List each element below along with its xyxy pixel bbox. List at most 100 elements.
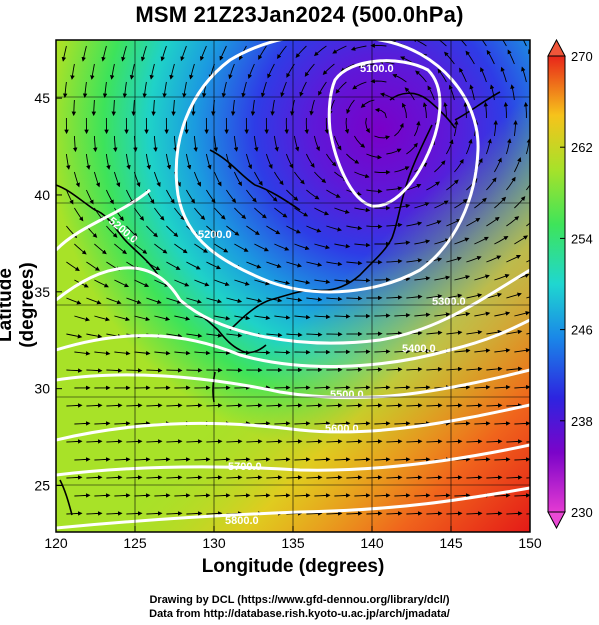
wind-arrow <box>507 49 515 65</box>
wind-arrow <box>326 475 343 480</box>
contour-label: 5600.0 <box>325 423 359 435</box>
x-tick-label: 120 <box>44 535 68 551</box>
wind-arrow <box>448 84 455 101</box>
wind-arrow <box>101 45 107 62</box>
wind-arrow <box>306 475 323 480</box>
wind-arrow <box>446 293 463 299</box>
wind-arrow <box>446 256 462 263</box>
wind-arrow <box>314 207 330 216</box>
wind-arrow <box>314 314 331 320</box>
contour-label: 5700.0 <box>228 461 262 473</box>
wind-arrow <box>186 333 203 338</box>
wind-arrow <box>386 222 403 228</box>
wind-arrow <box>166 189 175 204</box>
wind-arrow <box>443 101 448 119</box>
wind-arrow <box>94 279 109 288</box>
wind-arrow <box>346 260 363 266</box>
wind-arrow <box>94 457 111 462</box>
wind-arrow <box>354 278 371 283</box>
wind-arrow <box>219 45 227 61</box>
wind-arrow <box>394 349 411 354</box>
wind-arrow <box>214 315 231 321</box>
wind-arrow <box>386 475 403 480</box>
wind-arrow <box>293 135 300 152</box>
wind-arrow <box>503 101 509 118</box>
wind-arrow <box>394 313 411 318</box>
wind-arrow <box>299 81 307 97</box>
wind-arrow <box>304 117 309 135</box>
wind-arrow <box>253 135 259 152</box>
wind-arrow <box>266 261 282 268</box>
wind-arrow <box>86 403 103 408</box>
wind-arrow <box>74 351 91 356</box>
wind-arrow <box>394 122 404 137</box>
wind-arrow <box>506 292 522 299</box>
wind-arrow <box>326 439 343 444</box>
colorbar-tick-label: 238 <box>571 414 593 429</box>
wind-arrow <box>145 153 151 170</box>
wind-arrow <box>505 138 512 155</box>
wind-arrow <box>134 243 148 254</box>
wind-arrow <box>126 368 143 373</box>
wind-arrow <box>226 333 243 338</box>
wind-arrow <box>258 45 267 60</box>
wind-arrow <box>506 254 522 263</box>
x-tick-label: 130 <box>202 535 226 551</box>
wind-arrow <box>106 297 122 305</box>
wind-arrow <box>366 153 383 160</box>
wind-arrow <box>494 348 511 353</box>
wind-arrow <box>314 385 331 390</box>
wind-arrow <box>474 274 490 281</box>
wind-arrow <box>214 243 229 253</box>
wind-arrow <box>86 261 100 271</box>
wind-arrow <box>513 119 518 137</box>
wind-arrow <box>92 135 98 153</box>
wind-arrow <box>286 332 303 338</box>
map-title: MSM 21Z23Jan2024 (500.0hPa) <box>135 2 464 27</box>
wind-arrow <box>474 421 491 426</box>
wind-arrow <box>286 439 303 444</box>
wind-arrow <box>153 135 158 153</box>
wind-arrow <box>486 475 503 480</box>
colorbar: 270 262 254 246 238 230 <box>547 38 593 530</box>
wind-arrow <box>354 171 370 179</box>
wind-arrow <box>444 51 455 65</box>
wind-arrow <box>206 297 222 304</box>
wind-arrow <box>66 475 83 480</box>
wind-arrow <box>234 493 251 498</box>
wind-arrow <box>106 475 123 480</box>
wind-arrow <box>241 81 247 98</box>
wind-arrow <box>534 495 549 496</box>
wind-arrow <box>166 368 183 373</box>
wind-arrow <box>126 297 142 305</box>
wind-arrow <box>506 216 520 227</box>
wind-arrow <box>246 439 263 444</box>
wind-arrow <box>352 81 367 90</box>
wind-arrow <box>162 81 167 98</box>
wind-arrow <box>426 439 443 444</box>
wind-arrow <box>276 45 287 60</box>
wind-arrow <box>309 99 315 116</box>
wind-arrow <box>386 403 403 408</box>
wind-arrow <box>314 493 331 498</box>
gridlines <box>56 40 530 532</box>
wind-arrow <box>414 457 431 462</box>
wind-arrow <box>406 439 423 444</box>
colorbar-tick-label: 262 <box>571 140 593 155</box>
wind-arrow <box>494 157 502 173</box>
wind-arrow <box>402 102 407 119</box>
wind-arrow <box>370 78 387 84</box>
wind-arrow <box>71 99 77 117</box>
wind-arrow <box>526 259 530 263</box>
wind-arrow <box>214 493 231 498</box>
wind-arrow <box>273 135 279 152</box>
wind-arrow <box>313 45 327 57</box>
wind-arrow <box>109 63 115 80</box>
wind-arrow <box>394 385 411 390</box>
wind-arrow <box>366 224 383 229</box>
wind-arrow <box>74 457 91 462</box>
wind-arrow <box>134 421 151 426</box>
wind-arrow <box>466 217 481 227</box>
wind-arrow <box>314 243 330 250</box>
wind-arrow <box>493 119 498 137</box>
